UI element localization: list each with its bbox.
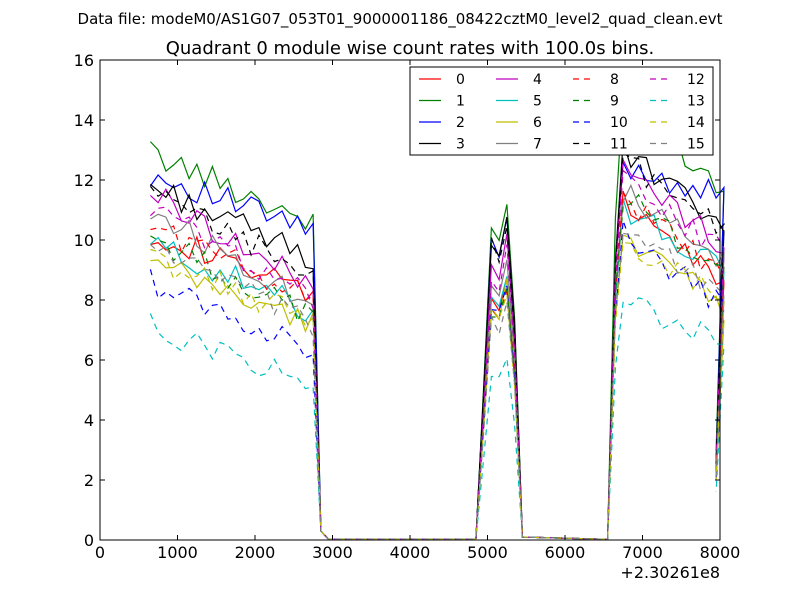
legend-label-13: 13 xyxy=(687,94,705,110)
legend-label-14: 14 xyxy=(687,115,705,131)
legend-label-5: 5 xyxy=(533,94,542,110)
series-line-8 xyxy=(150,190,725,541)
x-tick-label: 4000 xyxy=(390,543,431,562)
y-tick-label: 6 xyxy=(84,351,94,370)
series-line-14 xyxy=(150,241,725,541)
series-line-12 xyxy=(149,169,725,541)
x-tick-label: 5000 xyxy=(467,543,508,562)
y-tick-label: 4 xyxy=(84,411,94,430)
legend-label-6: 6 xyxy=(533,115,542,131)
x-tick-label: 0 xyxy=(95,543,105,562)
axis-layer: 0 1000 2000 3000 4000 5000 6000 7000 80000246810… xyxy=(74,51,741,562)
series-layer xyxy=(149,92,725,541)
legend-label-10: 10 xyxy=(610,115,628,131)
legend-box xyxy=(409,66,714,156)
legend-label-1: 1 xyxy=(456,94,465,110)
y-tick-label: 14 xyxy=(74,111,94,130)
legend-label-0: 0 xyxy=(456,72,465,88)
x-offset-label: +2.30261e8 xyxy=(620,563,720,582)
y-tick-label: 10 xyxy=(74,231,94,250)
legend-label-15: 15 xyxy=(687,137,705,153)
y-tick-label: 12 xyxy=(74,171,94,190)
legend-label-11: 11 xyxy=(610,137,628,153)
legend-label-2: 2 xyxy=(456,115,465,131)
series-line-11 xyxy=(149,152,725,541)
x-tick-label: 7000 xyxy=(622,543,663,562)
legend-label-3: 3 xyxy=(456,137,465,153)
chart-title: Quadrant 0 module wise count rates with … xyxy=(166,38,655,59)
x-tick-label: 8000 xyxy=(700,543,741,562)
series-line-1 xyxy=(149,92,725,541)
x-tick-label: 6000 xyxy=(545,543,586,562)
y-tick-label: 16 xyxy=(74,51,94,70)
legend-label-12: 12 xyxy=(687,72,705,88)
x-tick-label: 2000 xyxy=(235,543,276,562)
series-line-15 xyxy=(150,232,725,541)
legend-label-9: 9 xyxy=(610,94,619,110)
series-line-6 xyxy=(150,234,725,541)
x-tick-label: 3000 xyxy=(312,543,353,562)
series-line-3 xyxy=(150,141,725,541)
x-tick-label: 1000 xyxy=(157,543,198,562)
series-line-13 xyxy=(149,297,725,541)
legend-label-4: 4 xyxy=(533,72,542,88)
suptitle: Data file: modeM0/AS1G07_053T01_90000011… xyxy=(78,10,723,29)
legend-label-8: 8 xyxy=(610,72,619,88)
legend-label-7: 7 xyxy=(533,137,542,153)
y-tick-label: 8 xyxy=(84,291,94,310)
y-tick-label: 2 xyxy=(84,471,94,490)
series-line-0 xyxy=(150,190,725,541)
y-tick-label: 0 xyxy=(84,531,94,550)
